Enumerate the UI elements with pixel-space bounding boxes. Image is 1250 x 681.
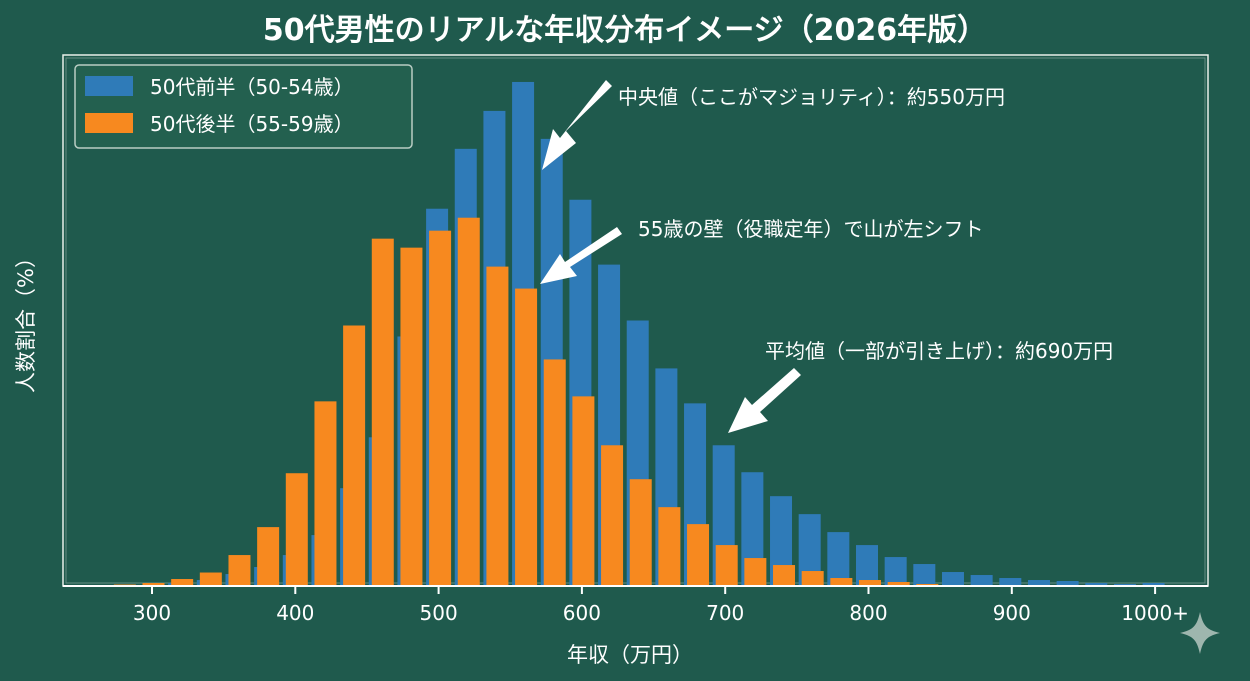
legend-swatch-early-50s [85,76,133,96]
bar-late-50s [543,359,566,586]
bar-early-50s [770,496,793,586]
annotation-55-wall: 55歳の壁（役職定年）で山が左シフト [540,217,983,284]
bar-late-50s [285,473,308,586]
sparkle-icon [1180,612,1220,654]
bar-late-50s [715,545,738,586]
bar-late-50s [515,288,538,586]
annotation-mean: 平均値（一部が引き上げ）：約690万円 [728,339,1113,433]
bar-late-50s [429,230,452,586]
bar-late-50s [314,401,337,586]
x-axis-label: 年収（万円） [567,643,693,667]
bar-early-50s [941,572,964,586]
bar-late-50s [400,247,423,586]
bar-early-50s [827,532,850,586]
bar-late-50s [887,582,910,586]
bar-late-50s [601,445,624,586]
legend: 50代前半（50-54歳） 50代後半（55-59歳） [74,64,413,149]
bar-late-50s [859,580,881,586]
bar-late-50s [830,578,853,586]
legend-label-early-50s: 50代前半（50-54歳） [150,75,354,99]
x-tick-label: 300 [133,601,171,625]
bar-late-50s [343,325,366,586]
bar-early-50s [1142,583,1165,586]
legend-swatch-late-50s [85,113,133,133]
bar-early-50s [970,575,993,586]
bar-early-50s [1085,583,1108,586]
bar-late-50s [572,396,595,586]
x-tick-label: 800 [849,601,887,625]
x-tick-label: 600 [563,601,601,625]
bar-late-50s [171,579,194,586]
bar-early-50s [1027,580,1050,586]
bar-late-50s [773,565,796,586]
bar-early-50s [999,578,1022,586]
arrow-icon [542,80,612,170]
bar-late-50s [199,572,222,586]
x-tick-label: 500 [420,601,458,625]
x-tick-label: 1000+ [1121,601,1189,625]
bar-early-50s [798,514,821,586]
bar-late-50s [142,583,165,586]
annotation-mean-text: 平均値（一部が引き上げ）：約690万円 [765,339,1113,363]
annotation-55-wall-text: 55歳の壁（役職定年）で山が左シフト [638,217,983,241]
bar-late-50s [228,555,251,586]
bar-late-50s [744,558,767,586]
bar-late-50s [257,527,280,586]
series-late-50s [113,217,996,587]
bar-late-50s [658,507,681,586]
annotation-median: 中央値（ここがマジョリティ）：約550万円 [542,80,1005,170]
bar-early-50s [856,545,878,586]
legend-box [74,64,413,149]
bar-late-50s [486,266,509,586]
bar-late-50s [371,238,394,587]
bar-late-50s [629,479,652,586]
arrow-icon [540,227,622,284]
bar-early-50s [1056,581,1079,586]
x-tick-label: 400 [276,601,314,625]
annotation-median-text: 中央値（ここがマジョリティ）：約550万円 [618,85,1005,109]
chart-title: 50代男性のリアルな年収分布イメージ（2026年版） [263,13,987,48]
bar-early-50s [741,472,764,586]
y-axis-label: 人数割合（%） [14,247,38,393]
bar-late-50s [687,524,710,586]
legend-label-late-50s: 50代後半（55-59歳） [150,112,354,136]
x-axis-ticks: 300 400 500 600 700 800 900 1000+ [133,586,1189,625]
bar-early-50s [913,564,936,586]
arrow-icon [728,368,801,433]
x-tick-label: 700 [706,601,744,625]
x-tick-label: 900 [993,601,1031,625]
bar-late-50s [801,571,824,586]
bar-late-50s [457,217,480,586]
bar-early-50s [884,557,907,586]
